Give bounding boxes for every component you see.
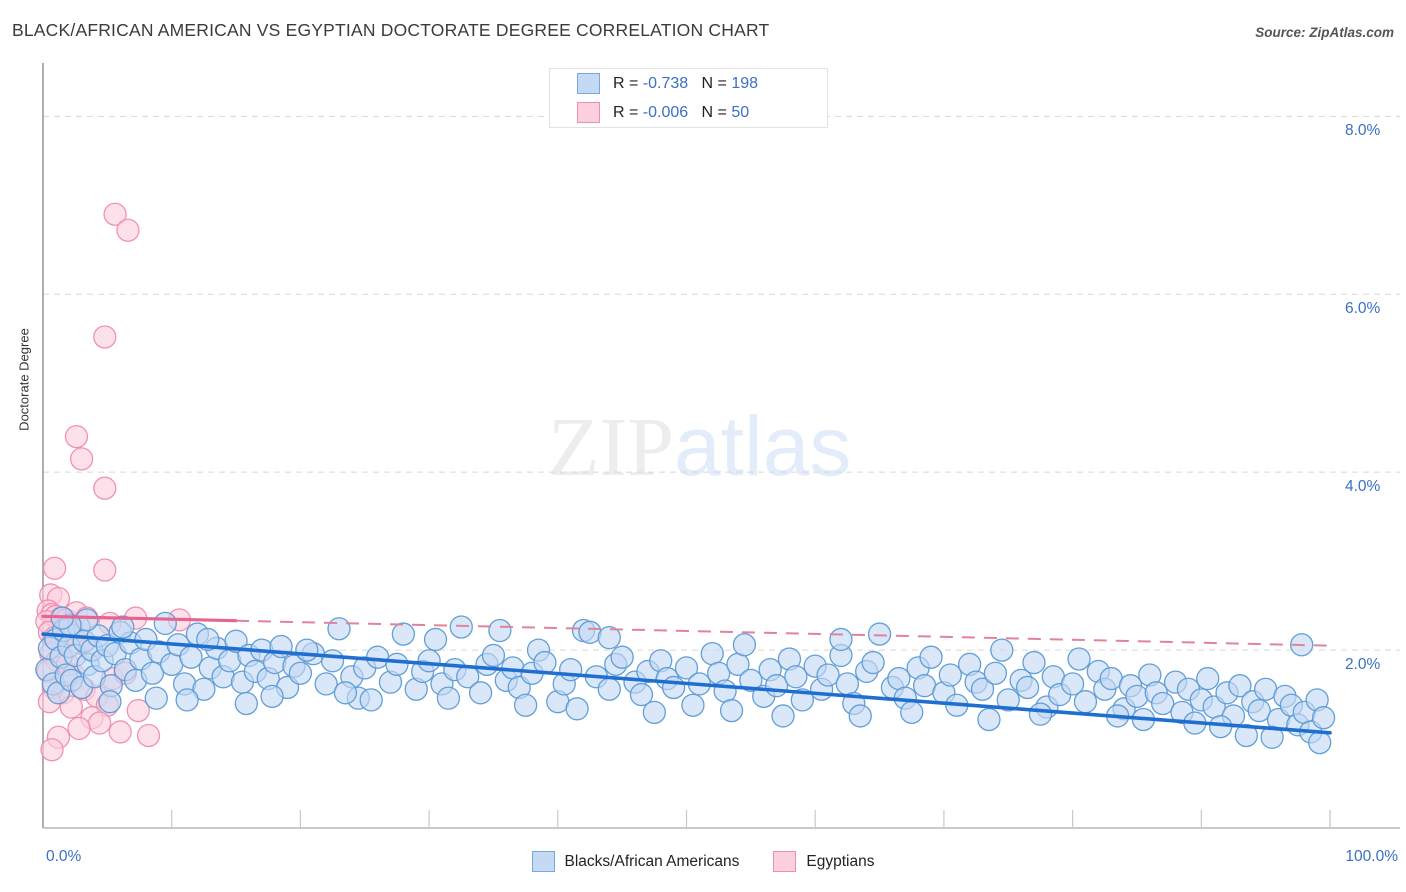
stats-n-value-pink: 50 [731, 103, 750, 121]
source-attribution: Source: ZipAtlas.com [1255, 25, 1394, 40]
legend-label-blue: Blacks/African Americans [564, 852, 740, 870]
stats-row-egyptians: R = -0.006 N = 50 [550, 98, 827, 127]
stats-n-value-blue: 198 [731, 74, 759, 92]
correlation-stats-box: R = -0.738 N = 198 R = -0.006 N = 50 [549, 68, 828, 128]
legend-swatch-blue [531, 851, 555, 872]
stats-text-pink: R = -0.006 N = 50 [613, 103, 750, 121]
legend-item-egyptians[interactable]: Egyptians [773, 851, 874, 872]
x-axis-tick-min: 0.0% [46, 848, 82, 865]
legend-item-blacks-african-americans[interactable]: Blacks/African Americans [531, 851, 740, 872]
y-axis-tick-80: 8.0% [1345, 122, 1381, 140]
chart-legend: Blacks/African Americans Egyptians [0, 851, 1406, 872]
legend-swatch-pink [773, 851, 797, 872]
stats-text-blue: R = -0.738 N = 198 [613, 74, 759, 92]
gridlines [43, 115, 1400, 651]
x-axis-ticks [171, 810, 1331, 828]
y-axis-tick-40: 4.0% [1345, 478, 1381, 496]
y-axis-tick-60: 6.0% [1345, 300, 1381, 318]
scatter-points-blacks-african-americans [35, 606, 1336, 755]
x-axis-tick-max: 100.0% [1345, 848, 1398, 865]
trendline-blacks-african-americans [41, 632, 1332, 735]
legend-label-pink: Egyptians [806, 852, 875, 870]
y-axis-tick-20: 2.0% [1345, 656, 1381, 674]
stats-r-value-pink: -0.006 [642, 103, 689, 121]
page-title: BLACK/AFRICAN AMERICAN VS EGYPTIAN DOCTO… [12, 20, 770, 40]
stats-swatch-pink [577, 102, 600, 123]
stats-row-blacks-african-americans: R = -0.738 N = 198 [550, 69, 827, 98]
stats-swatch-blue [577, 73, 600, 94]
stats-r-value-blue: -0.738 [642, 74, 689, 92]
trendline-egyptians [41, 614, 1331, 647]
